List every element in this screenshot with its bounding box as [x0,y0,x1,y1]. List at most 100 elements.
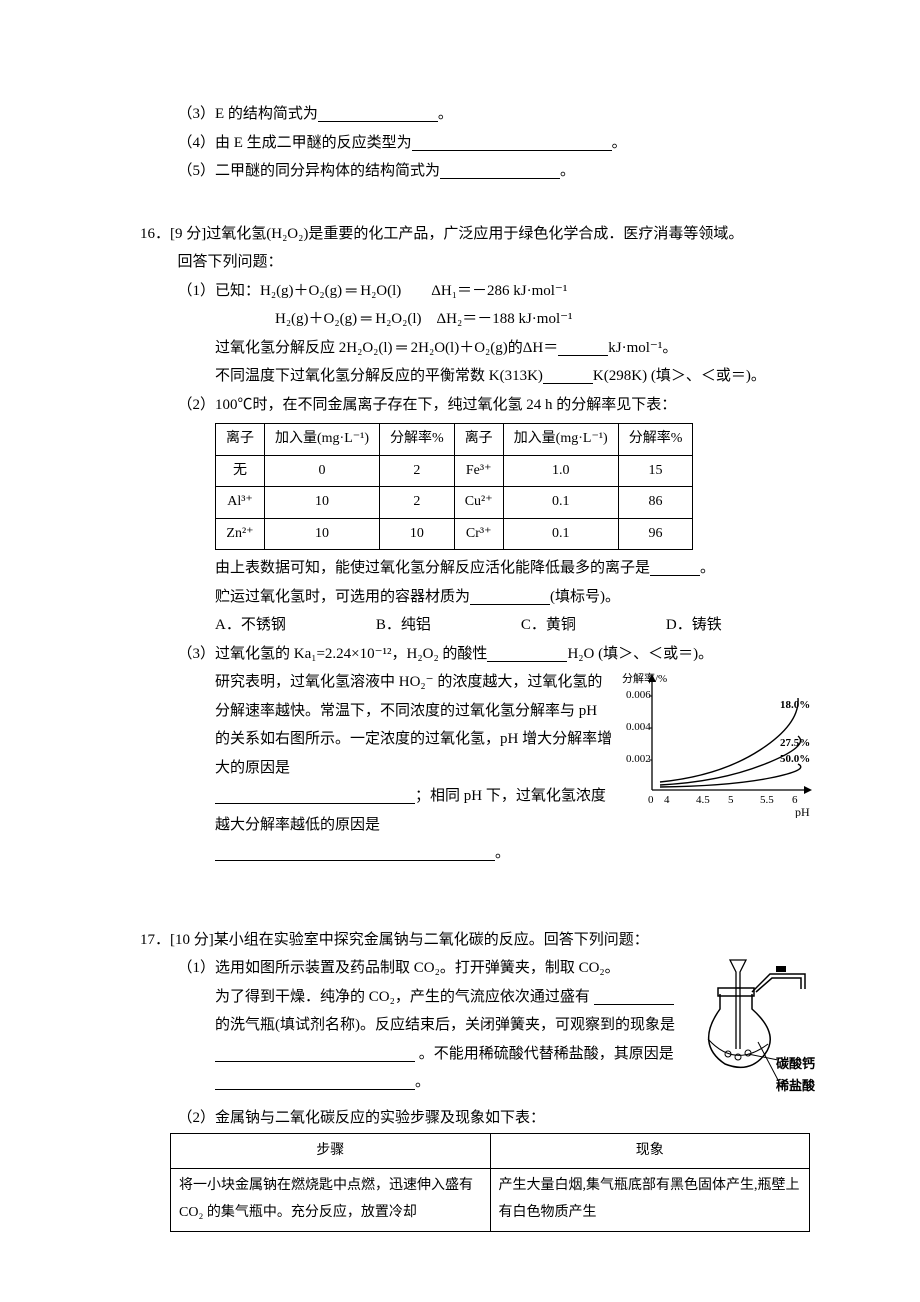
q17-p1-row: （1）选用如图所示装置及药品制取 CO₂。打开弹簧夹，制取 CO₂。 为了得到干… [140,954,820,1104]
ylabel: 分解率/% [622,671,667,685]
text: 由上表数据可知，能使过氧化氢分解反应活化能降低最多的离子是 [215,560,650,576]
q16-header: 16．[9 分]过氧化氢(H₂O₂)是重要的化工产品，广泛应用于绿色化学合成．医… [140,220,820,249]
opt-d: D．铸铁 [666,611,722,640]
text: (填标号)。 [550,589,620,605]
td: 0.1 [503,518,618,550]
q16-p1a: （1）已知：H₂(g)＋O₂(g) ═ H₂O(l) ΔH₁＝－286 kJ·m… [140,277,820,306]
blank[interactable] [215,845,495,862]
xlabel: pH [795,805,810,818]
td: Cr³⁺ [454,518,503,550]
table-row: 将一小块金属钠在燃烧匙中点燃，迅速伸入盛有 CO₂ 的集气瓶中。充分反应，放置冷… [171,1169,810,1231]
text: （3）E 的结构简式为 [178,106,318,122]
text: 过氧化氢分解反应 2H₂O₂(l) ═ 2H₂O(l)＋O₂(g)的ΔH＝ [215,340,558,356]
text: （3）过氧化氢的 Ka₁=2.24×10⁻¹²，H₂O₂ 的酸性 [178,646,488,662]
text: 不同温度下过氧化氢分解反应的平衡常数 K(313K) [215,368,543,384]
blank[interactable] [470,588,550,605]
q15-part3: （3）E 的结构简式为。 [140,100,820,129]
th: 加入量(mg·L⁻¹) [503,424,618,456]
q17-p1b: 为了得到干燥．纯净的 CO₂，产生的气流应依次通过盛有 的洗气瓶(填试剂名称)。… [140,983,680,1097]
q17-apparatus: 碳酸钙 稀盐酸 [680,954,820,1104]
text: （5）二甲醚的同分异构体的结构简式为 [178,163,441,179]
blank[interactable] [318,106,438,123]
q16-header2: 回答下列问题： [140,248,820,277]
series-label: 50.0% [780,753,810,765]
blank[interactable] [440,163,560,180]
blank[interactable] [558,339,608,356]
blank[interactable] [412,134,612,151]
td: 86 [618,487,693,519]
td: 10 [265,487,380,519]
xtick: 4 [664,794,670,806]
q17-header: 17．[10 分]某小组在实验室中探究金属钠与二氧化碳的反应。回答下列问题： [140,926,820,955]
q16-options: A．不锈钢 B．纯铝 C．黄铜 D．铸铁 [140,611,820,640]
opt-b: B．纯铝 [376,611,431,640]
td: Cu²⁺ [454,487,503,519]
td: Al³⁺ [216,487,265,519]
q17-p2a: （2）金属钠与二氧化碳反应的实验步骤及现象如下表： [140,1104,820,1133]
fig-label-b: 稀盐酸 [776,1074,815,1099]
td: 15 [618,455,693,487]
ytick: 0 [648,794,654,806]
q16-p2b: 由上表数据可知，能使过氧化氢分解反应活化能降低最多的离子是。 [140,554,820,583]
q16-p1c: 过氧化氢分解反应 2H₂O₂(l) ═ 2H₂O(l)＋O₂(g)的ΔH＝ kJ·… [140,334,820,363]
q16-p1b: H₂(g)＋O₂(g) ═ H₂O₂(l) ΔH₂＝－188 kJ·mol⁻¹ [140,305,820,334]
xtick: 4.5 [696,794,710,806]
table-row: Zn²⁺ 10 10 Cr³⁺ 0.1 96 [216,518,693,550]
q17-p1a: （1）选用如图所示装置及药品制取 CO₂。打开弹簧夹，制取 CO₂。 [140,954,680,983]
text: H₂O (填＞、＜或＝)。 [567,646,713,662]
th: 分解率% [618,424,693,456]
ytick: 0.004 [626,721,651,733]
text: （4）由 E 生成二甲醚的反应类型为 [178,135,412,151]
th: 加入量(mg·L⁻¹) [265,424,380,456]
td: Zn²⁺ [216,518,265,550]
blank[interactable] [215,1074,415,1091]
table-row: 无 0 2 Fe³⁺ 1.0 15 [216,455,693,487]
blank[interactable] [594,988,674,1005]
td: 96 [618,518,693,550]
td: 将一小块金属钠在燃烧匙中点燃，迅速伸入盛有 CO₂ 的集气瓶中。充分反应，放置冷… [171,1169,491,1231]
q16-table1: 离子 加入量(mg·L⁻¹) 分解率% 离子 加入量(mg·L⁻¹) 分解率% … [215,423,693,550]
text: K(298K) (填＞、＜或＝)。 [593,368,766,384]
blank[interactable] [650,560,700,577]
ytick: 0.006 [626,689,651,701]
text: 为了得到干燥．纯净的 CO₂，产生的气流应依次通过盛有 [215,989,590,1005]
q16-p3a: （3）过氧化氢的 Ka₁=2.24×10⁻¹²，H₂O₂ 的酸性 H₂O (填＞、… [140,640,820,669]
td: 2 [380,487,455,519]
th: 离子 [454,424,503,456]
text: 贮运过氧化氢时，可选用的容器材质为 [215,589,470,605]
text: kJ·mol⁻¹。 [608,340,677,356]
series-label: 27.5% [780,737,810,749]
th: 离子 [216,424,265,456]
opt-c: C．黄铜 [521,611,576,640]
blank[interactable] [487,645,567,662]
xtick: 5 [728,794,734,806]
text: 研究表明，过氧化氢溶液中 HO₂⁻ 的浓度越大，过氧化氢的分解速率越快。常温下，… [215,674,612,776]
table-row: 步骤 现象 [171,1133,810,1169]
xtick: 5.5 [760,794,774,806]
text: 的洗气瓶(填试剂名称)。反应结束后，关闭弹簧夹，可观察到的现象是 [215,1017,675,1033]
td: 10 [380,518,455,550]
ytick: 0.002 [626,753,651,765]
text: 。不能用稀硫酸代替稀盐酸，其原因是 [419,1046,674,1062]
series-label: 18.0% [780,699,810,711]
th: 步骤 [171,1133,491,1169]
blank[interactable] [215,1045,415,1062]
td: Fe³⁺ [454,455,503,487]
q16-p3-figrow: 研究表明，过氧化氢溶液中 HO₂⁻ 的浓度越大，过氧化氢的分解速率越快。常温下，… [140,668,820,868]
q16-p2c: 贮运过氧化氢时，可选用的容器材质为 (填标号)。 [140,583,820,612]
opt-a: A．不锈钢 [215,611,286,640]
table-row: Al³⁺ 10 2 Cu²⁺ 0.1 86 [216,487,693,519]
th: 分解率% [380,424,455,456]
blank[interactable] [543,368,593,385]
q16-p1d: 不同温度下过氧化氢分解反应的平衡常数 K(313K) K(298K) (填＞、＜或… [140,362,820,391]
blank[interactable] [215,788,415,805]
td: 无 [216,455,265,487]
td: 1.0 [503,455,618,487]
q17-table2: 步骤 现象 将一小块金属钠在燃烧匙中点燃，迅速伸入盛有 CO₂ 的集气瓶中。充分… [170,1133,810,1232]
q16-chart: 0.006 0.004 0.002 0 4 4.5 5 5.5 6 pH 分解率… [620,668,820,818]
th: 现象 [490,1133,810,1169]
td: 10 [265,518,380,550]
q15-part5: （5）二甲醚的同分异构体的结构简式为。 [140,157,820,186]
q16-p2a: （2）100℃时，在不同金属离子存在下，纯过氧化氢 24 h 的分解率见下表： [140,391,820,420]
table-row: 离子 加入量(mg·L⁻¹) 分解率% 离子 加入量(mg·L⁻¹) 分解率% [216,424,693,456]
